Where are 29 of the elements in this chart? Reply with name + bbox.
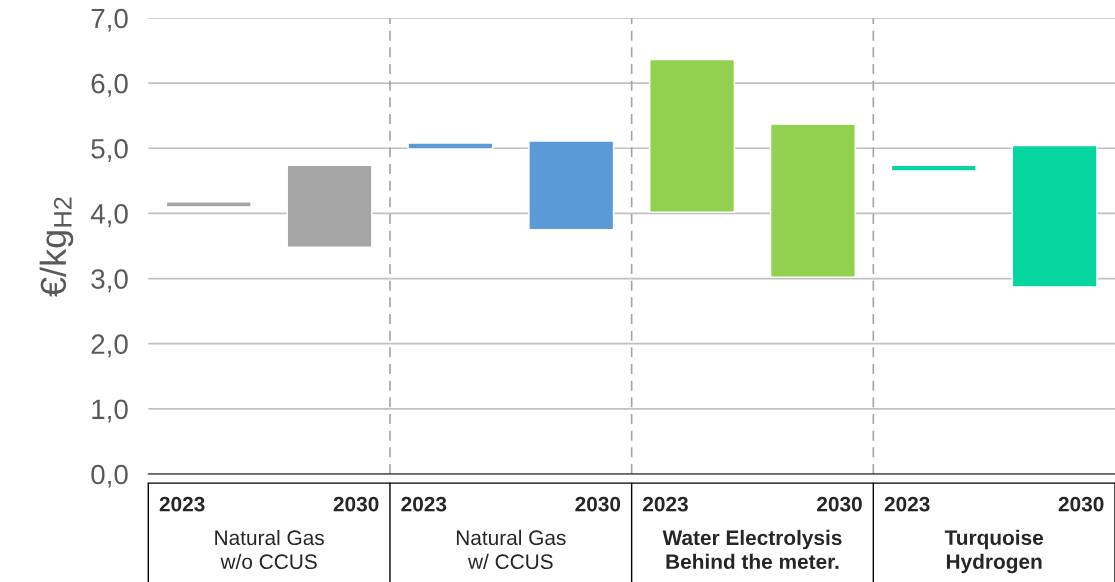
x-tick-label: 2030 (817, 496, 862, 512)
y-axis-title: €/kg$_{H2}$ (39, 197, 74, 297)
x-tick-label: 2023 (643, 496, 688, 512)
x-tick-label: 2030 (575, 496, 621, 512)
y-tick-label: 4,0 (90, 204, 128, 228)
y-tick-label: 5,0 (91, 138, 128, 162)
bar (890, 164, 977, 172)
y-tick-label: 1,0 (92, 399, 128, 423)
text: Natural Gas w/ CCUS (456, 529, 566, 570)
text: Water Electrolysis Behind the meter. (662, 529, 842, 570)
text: Turquoise Hydrogen (944, 529, 1044, 574)
x-tick-label: 2030 (333, 496, 379, 512)
x-tick-label: 2030 (1058, 496, 1104, 512)
x-tick-label: 2023 (401, 496, 447, 512)
y-tick-label: 7,0 (91, 8, 128, 32)
y-tick-label: 2,0 (91, 334, 128, 358)
y-tick-label: 0,0 (91, 464, 128, 488)
x-tick-label: 2023 (159, 496, 205, 512)
bar (286, 164, 373, 248)
bar (1011, 144, 1098, 288)
bar (165, 200, 252, 208)
bar (407, 142, 494, 150)
y-tick-label: 6,0 (91, 73, 128, 97)
x-tick-label: 2023 (884, 496, 930, 512)
bar (528, 140, 615, 231)
y-tick-label: 3,0 (91, 269, 128, 293)
bar (649, 58, 736, 213)
text: Natural Gas w/o CCUS (215, 529, 324, 570)
bar (769, 123, 856, 278)
